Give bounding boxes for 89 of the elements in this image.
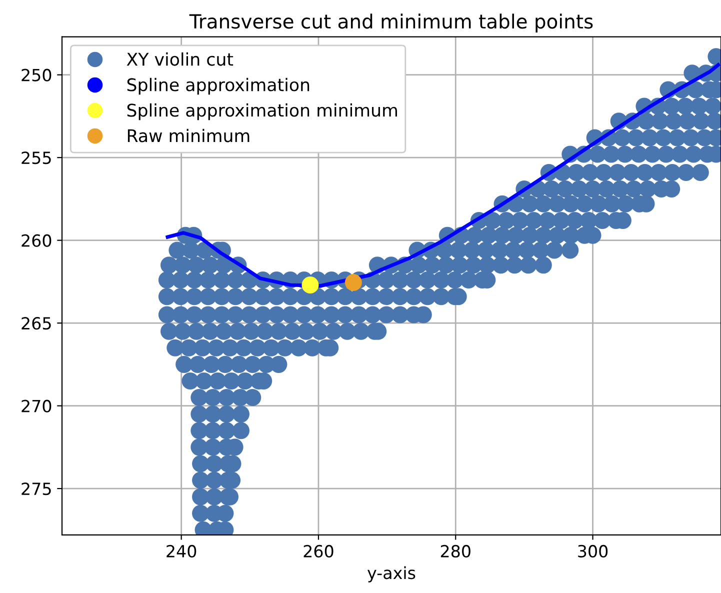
point bbox=[290, 339, 308, 356]
point bbox=[546, 242, 563, 259]
point bbox=[392, 272, 409, 289]
point bbox=[364, 288, 382, 306]
point bbox=[229, 322, 246, 340]
point bbox=[158, 306, 176, 324]
point bbox=[200, 288, 217, 306]
point bbox=[230, 356, 248, 373]
x-tick-label: 280 bbox=[440, 544, 470, 558]
point bbox=[668, 129, 686, 146]
point bbox=[172, 288, 190, 306]
point bbox=[627, 129, 644, 146]
y-tick-label: 260 bbox=[22, 234, 52, 247]
y-tick-label: 250 bbox=[22, 68, 52, 82]
point bbox=[658, 146, 675, 163]
point bbox=[195, 372, 212, 390]
y-tick-label: 265 bbox=[22, 317, 51, 330]
point bbox=[650, 164, 668, 181]
point bbox=[364, 306, 382, 324]
point bbox=[232, 406, 250, 423]
legend-label: Raw minimum bbox=[128, 128, 250, 142]
point bbox=[562, 242, 579, 259]
point bbox=[176, 356, 193, 373]
x-tick-label: 240 bbox=[166, 544, 196, 558]
point bbox=[232, 422, 250, 440]
point bbox=[692, 112, 710, 130]
point bbox=[460, 272, 478, 289]
x-tick-label: 300 bbox=[578, 544, 608, 558]
point bbox=[520, 256, 537, 274]
point bbox=[202, 322, 219, 340]
point bbox=[302, 276, 319, 294]
point bbox=[582, 164, 599, 181]
point bbox=[218, 422, 236, 440]
point bbox=[218, 389, 236, 406]
y-tick-label: 275 bbox=[22, 482, 51, 496]
y-tick-label: 270 bbox=[22, 400, 52, 412]
legend-label: XY violin cut bbox=[126, 52, 234, 66]
point bbox=[548, 195, 566, 212]
point bbox=[678, 164, 695, 181]
point bbox=[352, 322, 370, 340]
point bbox=[392, 288, 409, 306]
point bbox=[192, 472, 210, 489]
point bbox=[192, 455, 210, 472]
point bbox=[158, 288, 176, 306]
point bbox=[506, 256, 524, 274]
point bbox=[296, 306, 313, 324]
point bbox=[248, 339, 266, 356]
point bbox=[651, 112, 668, 130]
y-tick-label: 255 bbox=[22, 152, 51, 164]
point bbox=[262, 339, 280, 356]
point bbox=[194, 339, 212, 356]
x-tick-label: 260 bbox=[304, 544, 334, 558]
point bbox=[322, 288, 340, 306]
point bbox=[166, 339, 184, 356]
point bbox=[419, 288, 436, 306]
point bbox=[322, 306, 340, 324]
point bbox=[350, 306, 368, 324]
point bbox=[160, 322, 178, 340]
point bbox=[344, 274, 362, 292]
point bbox=[226, 306, 244, 324]
point bbox=[534, 256, 552, 274]
point bbox=[256, 322, 274, 340]
chart-title: Transverse cut and minimum table points bbox=[189, 14, 593, 32]
point bbox=[325, 322, 342, 340]
x-axis-title: y-axis bbox=[368, 566, 416, 582]
point bbox=[692, 164, 709, 181]
point bbox=[704, 98, 721, 115]
point bbox=[236, 372, 254, 390]
point bbox=[268, 288, 286, 306]
point bbox=[616, 146, 634, 163]
point bbox=[492, 256, 510, 274]
point bbox=[685, 146, 702, 163]
point bbox=[603, 195, 620, 212]
point bbox=[589, 146, 606, 163]
point bbox=[298, 322, 315, 340]
point bbox=[608, 164, 626, 181]
point bbox=[244, 356, 262, 373]
legend-label: Spline approximation bbox=[127, 78, 310, 95]
point bbox=[576, 195, 594, 212]
point bbox=[192, 504, 210, 522]
point bbox=[392, 306, 409, 324]
point bbox=[192, 488, 210, 506]
point bbox=[200, 306, 217, 324]
point bbox=[222, 339, 239, 356]
point bbox=[644, 146, 661, 163]
point bbox=[218, 406, 236, 423]
legend-label: Spline approximation minimum bbox=[127, 103, 397, 120]
point bbox=[202, 356, 220, 373]
point bbox=[226, 288, 244, 306]
